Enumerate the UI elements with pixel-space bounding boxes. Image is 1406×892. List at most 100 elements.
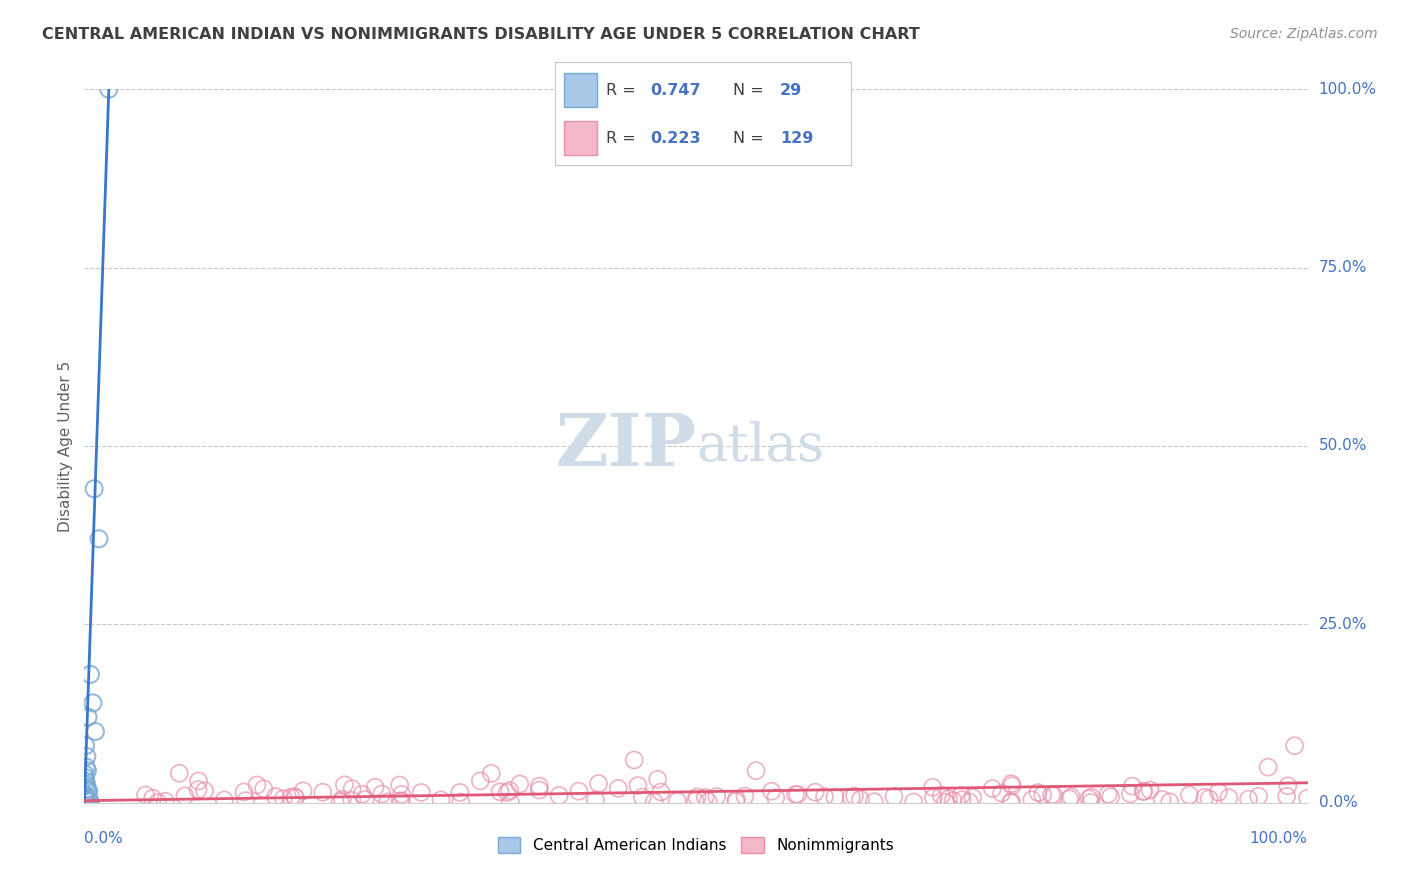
Point [76,778,98,792]
Point [174,789,197,803]
Point [169,766,191,780]
Point [97,82,120,96]
Point [450,795,472,809]
Point [607,781,630,796]
Point [280,790,302,805]
Text: 0.223: 0.223 [650,131,700,146]
Point [75,791,97,805]
Point [785,788,807,802]
Point [187,782,209,797]
Point [903,795,925,809]
Point [73,767,96,781]
Point [1040,788,1063,802]
Point [76,764,98,778]
Point [430,793,453,807]
Point [496,785,519,799]
Text: 25.0%: 25.0% [1319,617,1367,632]
Point [588,776,610,790]
Point [841,790,863,805]
Point [77,794,100,808]
Point [1059,791,1081,805]
Point [284,791,307,805]
Point [391,794,413,808]
Point [981,781,1004,796]
Point [142,791,165,805]
Point [631,790,654,805]
Point [706,789,728,804]
Text: atlas: atlas [696,420,824,472]
Point [284,789,307,804]
Text: 50.0%: 50.0% [1319,439,1367,453]
Point [1080,796,1102,810]
Point [82,696,104,710]
Point [1080,789,1102,804]
Point [529,779,551,793]
Point [824,790,846,805]
Point [489,785,512,799]
Point [922,790,945,805]
Point [1194,790,1216,805]
Text: 0.0%: 0.0% [84,831,124,847]
Point [332,792,354,806]
Text: Source: ZipAtlas.com: Source: ZipAtlas.com [1230,27,1378,41]
Point [411,785,433,799]
Point [135,788,157,802]
Text: R =: R = [606,83,641,97]
Point [75,739,97,753]
Point [340,781,363,796]
Point [253,781,276,796]
Point [273,791,295,805]
FancyBboxPatch shape [564,73,596,106]
Y-axis label: Disability Age Under 5: Disability Age Under 5 [58,360,73,532]
Point [79,794,101,808]
Point [354,792,377,806]
Point [1097,787,1119,801]
Point [292,784,315,798]
Point [1078,791,1101,805]
Text: 29: 29 [780,83,801,97]
Point [364,780,387,795]
Point [962,790,984,805]
Point [77,783,100,797]
Point [585,792,607,806]
Point [155,794,177,808]
Point [921,780,943,795]
Point [264,789,287,804]
Point [1000,776,1022,790]
Point [844,789,866,803]
Point [786,788,808,802]
Text: ZIP: ZIP [555,410,696,482]
Point [84,724,107,739]
Point [934,795,956,809]
Point [765,790,787,805]
Point [389,794,412,808]
Point [695,790,717,805]
Point [333,778,356,792]
Point [1275,789,1298,804]
Point [1026,786,1049,800]
Point [73,789,96,803]
Legend: Central American Indians, Nonimmigrants: Central American Indians, Nonimmigrants [492,831,900,859]
Point [76,793,98,807]
Text: 0.747: 0.747 [650,83,700,97]
Point [235,794,257,808]
Point [804,785,827,799]
Text: CENTRAL AMERICAN INDIAN VS NONIMMIGRANTS DISABILITY AGE UNDER 5 CORRELATION CHAR: CENTRAL AMERICAN INDIAN VS NONIMMIGRANTS… [42,27,920,42]
FancyBboxPatch shape [564,121,596,155]
Text: 100.0%: 100.0% [1250,831,1308,847]
Point [666,794,689,808]
Point [643,795,665,809]
Point [75,790,97,805]
Point [1277,779,1299,793]
Point [146,796,169,810]
Point [76,781,98,796]
Point [75,774,97,789]
Text: 100.0%: 100.0% [1319,82,1376,96]
Point [1159,795,1181,809]
Point [1208,785,1230,799]
Point [1001,779,1024,793]
Point [79,795,101,809]
Point [75,771,97,785]
Point [246,778,269,792]
Point [83,482,105,496]
